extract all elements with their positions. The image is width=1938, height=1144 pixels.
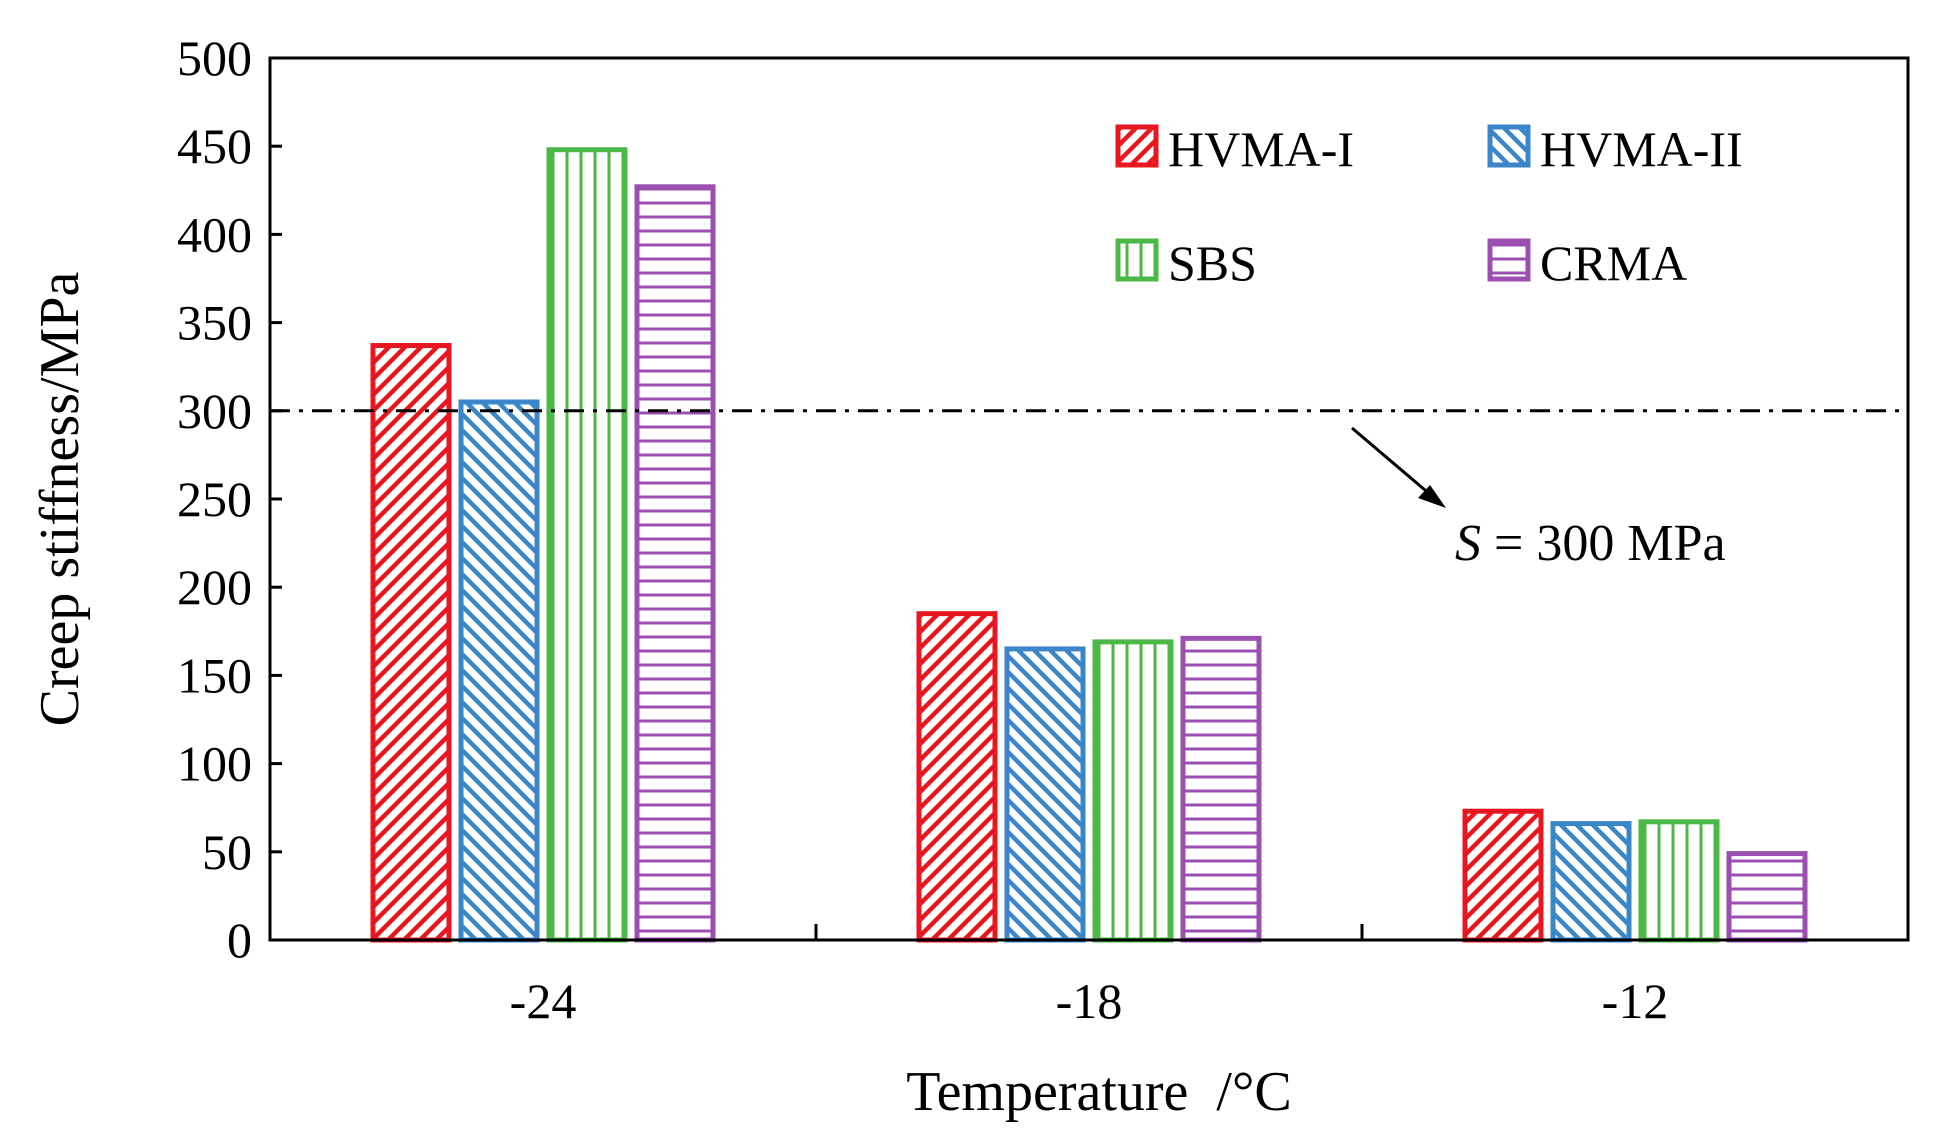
legend-swatch-crma xyxy=(1487,238,1531,282)
bar-hvma-ii-minus12 xyxy=(1550,821,1632,943)
x-tick-label: -12 xyxy=(1602,973,1669,1029)
annotation: S = 300 MPa xyxy=(1351,426,1726,572)
y-tick-label: 200 xyxy=(177,559,252,615)
annotation-text: S = 300 MPa xyxy=(1455,515,1726,572)
bar-sbs-minus12 xyxy=(1638,819,1720,943)
y-tick-label: 350 xyxy=(177,295,252,351)
legend-label-hvma-i: HVMA-I xyxy=(1168,121,1354,177)
y-axis-title: Creep stiffness/MPa xyxy=(29,272,91,727)
y-tick-label: 100 xyxy=(177,736,252,792)
bar-crma-minus12 xyxy=(1726,851,1808,943)
y-tick-label: 50 xyxy=(202,824,252,880)
x-axis-title: Temperature /°C xyxy=(906,1061,1291,1123)
legend-swatch-hvma-ii xyxy=(1487,124,1531,168)
bar-hvma-i-minus24 xyxy=(370,343,452,943)
annotation-arrow-line xyxy=(1351,426,1433,498)
x-tick-label: -18 xyxy=(1056,973,1123,1029)
bar-hvma-i-minus12 xyxy=(1462,808,1544,943)
bar-sbs-minus24 xyxy=(546,147,628,943)
legend-swatch-sbs xyxy=(1115,238,1159,282)
legend-label-crma: CRMA xyxy=(1540,235,1687,291)
y-tick-label: 400 xyxy=(177,206,252,262)
bar-crma-minus24 xyxy=(634,184,716,943)
bars-layer xyxy=(370,147,1808,943)
y-tick-label: 250 xyxy=(177,471,252,527)
x-tick-label: -24 xyxy=(510,973,577,1029)
bar-crma-minus18 xyxy=(1180,635,1262,943)
annotation-arrow-head xyxy=(1418,485,1446,508)
y-tick-label: 500 xyxy=(177,30,252,86)
axes-layer: 0 50 100 150 200 250 300 350 400 450 500 -24 -18 -12 T… xyxy=(29,30,1910,1123)
bar-hvma-i-minus18 xyxy=(916,611,998,943)
legend-label-sbs: SBS xyxy=(1168,235,1257,291)
legend: HVMA-I HVMA-II SBS CRMA xyxy=(1115,121,1743,291)
y-tick-label: 300 xyxy=(177,383,252,439)
y-tick-label: 150 xyxy=(177,647,252,703)
bar-hvma-ii-minus24 xyxy=(458,399,540,943)
legend-label-hvma-ii: HVMA-II xyxy=(1540,121,1743,177)
bar-sbs-minus18 xyxy=(1092,639,1174,943)
bar-hvma-ii-minus18 xyxy=(1004,646,1086,943)
legend-swatch-hvma-i xyxy=(1115,124,1159,168)
y-tick-label: 0 xyxy=(227,912,252,968)
y-tick-label: 450 xyxy=(177,118,252,174)
